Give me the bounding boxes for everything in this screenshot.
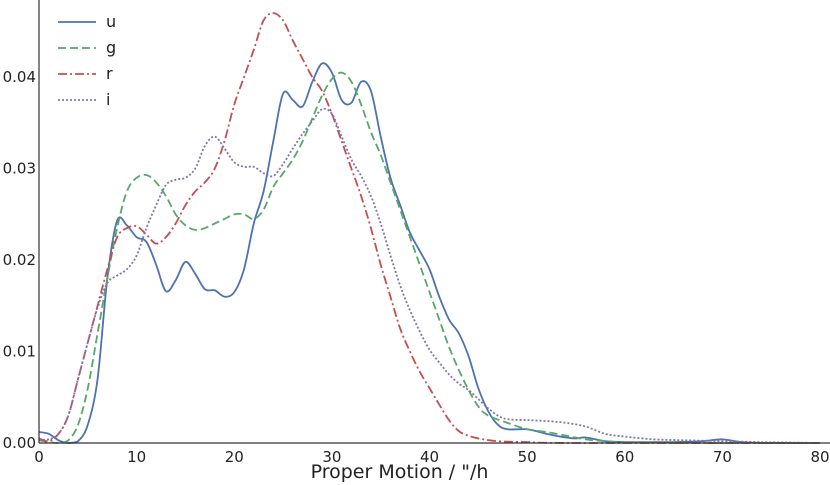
x-tick-label: 80 xyxy=(810,448,829,466)
plot-area xyxy=(38,12,821,444)
x-tick-label: 40 xyxy=(420,448,439,466)
axes: 0 10 20 30 40 50 60 70 80 0.00 0.01 0.02 0.03 0.04 xyxy=(3,0,830,466)
y-tick-label: 0.00 xyxy=(3,434,36,452)
x-tick-label: 10 xyxy=(127,448,146,466)
x-tick-label: 70 xyxy=(713,448,732,466)
y-tick-label: 0.04 xyxy=(3,68,36,86)
y-tick-label: 0.02 xyxy=(3,251,36,269)
x-tick-label: 50 xyxy=(518,448,537,466)
y-tick-label: 0.03 xyxy=(3,160,36,178)
series-line-u xyxy=(38,62,820,444)
y-tick-label: 0.01 xyxy=(3,343,36,361)
series-line-r xyxy=(38,12,820,444)
legend-label-r: r xyxy=(106,64,113,83)
x-tick-label: 0 xyxy=(34,448,44,466)
legend-label-i: i xyxy=(106,90,110,109)
series-line-i xyxy=(38,107,821,444)
x-axis-title: Proper Motion / "/h xyxy=(311,461,489,483)
legend-label-g: g xyxy=(106,38,116,57)
x-tick-label: 60 xyxy=(615,448,634,466)
x-tick-label: 20 xyxy=(225,448,244,466)
series-line-g xyxy=(38,71,820,444)
legend-label-u: u xyxy=(106,12,116,31)
x-tick-label: 30 xyxy=(322,448,341,466)
